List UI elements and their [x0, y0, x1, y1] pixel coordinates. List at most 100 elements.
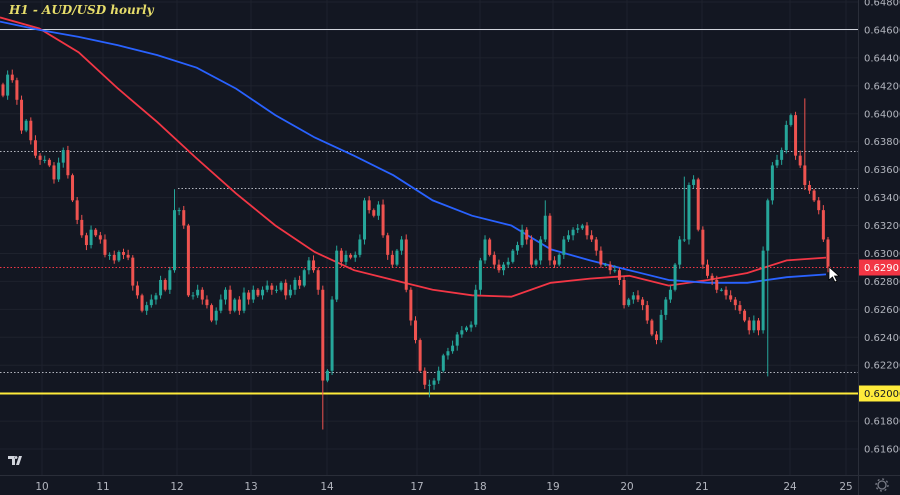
candle	[821, 205, 825, 242]
candle	[265, 280, 269, 293]
candle	[641, 297, 645, 311]
candle	[400, 236, 404, 255]
candle-body	[502, 264, 506, 271]
candle	[451, 340, 455, 354]
candle	[502, 262, 506, 276]
candle-body	[29, 120, 33, 141]
candle	[307, 257, 311, 275]
candle	[390, 250, 394, 268]
candle	[529, 235, 533, 268]
candle	[548, 213, 552, 266]
candle-body	[186, 225, 190, 296]
candle-body	[363, 200, 367, 240]
candle	[29, 117, 33, 145]
x-tick-label: 20	[620, 481, 633, 493]
horizontal-levels	[0, 29, 858, 395]
candle	[219, 294, 223, 314]
time-axis[interactable]: 10 11 12 13 14 17 18 19 20 21 24 25	[35, 481, 852, 493]
candle	[566, 230, 570, 242]
candle-body	[247, 292, 251, 300]
x-tick-label: 11	[96, 481, 109, 493]
candle	[66, 145, 70, 179]
candle	[98, 231, 102, 244]
candle-body	[590, 235, 594, 240]
settings-gear-icon[interactable]	[875, 478, 889, 492]
candle-body	[525, 229, 529, 240]
candle-body	[729, 295, 733, 300]
candle-body	[705, 264, 709, 276]
candle-body	[182, 210, 186, 226]
candle	[488, 237, 492, 257]
candle	[710, 273, 714, 286]
candle	[733, 297, 737, 311]
candle	[608, 261, 612, 275]
candle-body	[6, 74, 10, 96]
candle-body	[608, 264, 612, 271]
candle	[316, 267, 320, 295]
candle-body	[108, 254, 112, 256]
candle-body	[548, 215, 552, 261]
candle	[135, 281, 139, 299]
candle-body	[177, 210, 181, 212]
candle	[682, 176, 686, 242]
candle-body	[103, 239, 107, 255]
candle-body	[330, 299, 334, 371]
candle-body	[437, 370, 441, 381]
x-tick-label: 18	[473, 481, 486, 493]
candle	[372, 208, 376, 218]
candle-body	[807, 184, 811, 191]
chart-title: H1 - AUD/USD hourly	[9, 3, 154, 17]
candle	[279, 281, 283, 292]
candle	[214, 307, 218, 325]
candle-body	[274, 289, 278, 291]
candle	[381, 199, 385, 238]
candle	[344, 250, 348, 266]
candle	[761, 246, 765, 334]
candle	[474, 284, 478, 328]
candle-body	[233, 299, 237, 311]
candle-body	[770, 165, 774, 201]
candle	[492, 251, 496, 269]
candle	[24, 119, 28, 133]
candle	[200, 287, 204, 305]
candle-body	[641, 299, 645, 306]
candle-body	[441, 355, 445, 371]
candle-body	[316, 270, 320, 290]
candle	[312, 255, 316, 273]
candle-body	[622, 279, 626, 306]
last-price-label-bg	[859, 259, 900, 276]
candle-body	[251, 289, 255, 300]
candle-body	[339, 250, 343, 262]
candle	[599, 246, 603, 268]
candle	[511, 248, 515, 264]
candle	[210, 303, 214, 323]
candle-body	[743, 310, 747, 321]
candle	[274, 285, 278, 294]
candle	[432, 378, 436, 390]
candle-body	[1, 84, 5, 96]
candle	[196, 284, 200, 298]
candle	[636, 290, 640, 303]
candle	[395, 248, 399, 267]
candle	[794, 111, 798, 160]
candle-body	[655, 334, 659, 341]
x-tick-label: 19	[546, 481, 559, 493]
candle-body	[84, 235, 88, 246]
candle-body	[321, 289, 325, 381]
candle	[376, 201, 380, 220]
candle	[437, 366, 441, 384]
candle-body	[738, 305, 742, 311]
candle-body	[594, 239, 598, 251]
candle-body	[446, 351, 450, 356]
candle-body	[66, 150, 70, 176]
candle	[613, 265, 617, 273]
candle-body	[557, 254, 561, 265]
candle	[590, 230, 594, 242]
candle	[404, 234, 408, 293]
candle-body	[483, 239, 487, 261]
